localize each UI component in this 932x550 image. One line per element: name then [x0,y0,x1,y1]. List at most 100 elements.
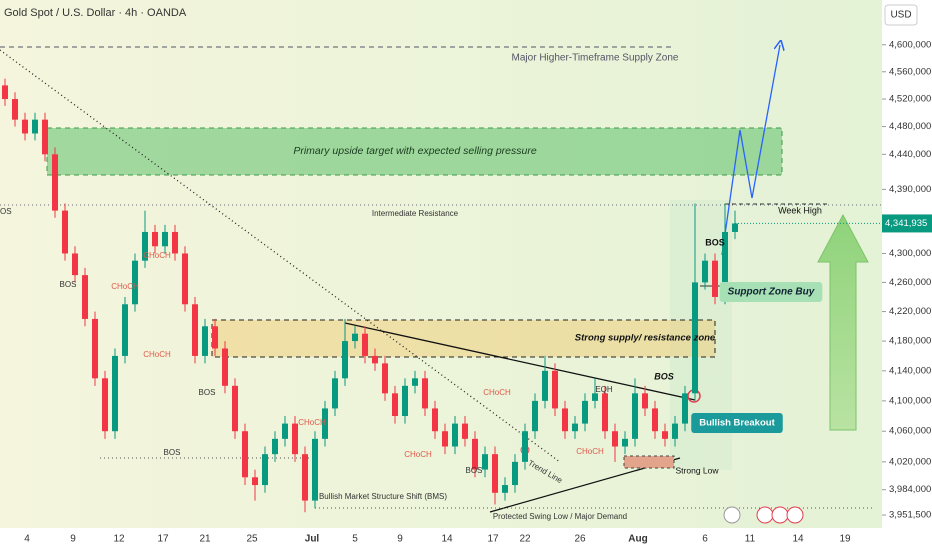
y-tick-label: 4,060,000 [889,426,931,437]
candle-body [592,393,598,401]
last-price-box [882,214,932,233]
x-tick-label: 5 [352,534,358,545]
candle-body [222,348,228,386]
candle-body [682,393,688,424]
annotation: Primary upside target with expected sell… [293,145,537,157]
x-tick-label: 25 [246,534,258,545]
candle-body [92,318,98,379]
label-box [691,413,783,433]
candle-body [182,253,188,305]
candle-body [192,304,198,356]
x-tick-label: Jul [305,534,320,545]
candle-body [52,154,58,211]
annotation: EQH [595,385,613,394]
candle-body [642,393,648,409]
candle-body [202,326,208,356]
event-icon [756,506,774,524]
label-box [719,282,823,302]
candle-body [732,223,738,232]
annotation: Protected Swing Low / Major Demand [493,512,627,521]
candle-body [392,393,398,417]
x-tick-label: 26 [574,534,586,545]
currency[interactable]: USD [890,10,911,21]
candle-body [722,231,728,297]
candle-body [172,231,178,254]
x-tick-label: 19 [839,534,851,545]
candle-body [442,431,448,447]
y-tick-label: 4,560,000 [889,66,931,77]
candle-body [482,454,488,470]
candle-body [252,477,258,486]
candle-body [602,393,608,432]
resistance-trend-line [344,322,696,401]
candle-body [512,461,518,486]
candle-body [312,438,318,501]
x-tick-label: 22 [519,534,531,545]
candle-body [272,438,278,455]
candle-body [562,408,568,432]
x-tick-label: 14 [792,534,804,545]
y-tick-label: 4,600,000 [889,39,931,50]
y-tick-label: 4,440,000 [889,149,931,160]
candle-body [652,408,658,432]
candle-body [692,282,698,394]
candle-body [582,400,588,424]
candle-body [142,231,148,261]
y-tick-label: 3,951,500 [889,510,931,521]
candle-body [212,326,218,349]
candle-body [162,231,168,247]
annotation: Strong supply/ resistance zone [575,333,716,344]
event-icon [723,506,741,524]
y-tick-label: 4,100,000 [889,395,931,406]
candle-body [622,438,628,447]
y-tick-label: 4,140,000 [889,365,931,376]
y-tick-label: 3,984,000 [889,484,931,495]
candle-body [432,408,438,432]
up-arrow [817,213,869,431]
event-icon [771,506,789,524]
candle-body [362,333,368,356]
candle-body [302,454,308,501]
annotation: BOS [164,448,181,457]
x-tick-label: 9 [397,534,403,545]
candle-body [452,423,458,447]
annotation: CHoCH [111,282,139,291]
candle-body [572,423,578,432]
annotation: Week High [778,205,822,215]
plot-background [0,0,882,528]
projection-path [721,45,780,256]
y-tick-label: 4,180,000 [889,336,931,347]
annotation: CHoCH [143,251,171,260]
x-tick-label: 17 [157,534,169,545]
annotation: BOS [705,237,725,247]
x-tick-label: 21 [199,534,211,545]
candle-body [412,378,418,386]
x-tick-label: 17 [487,534,499,545]
y-tick-label: 4,220,000 [889,306,931,317]
candle-body [262,454,268,486]
x-tick-label: 6 [702,534,708,545]
currency-box[interactable] [884,4,918,26]
annotation: Bullish Market Structure Shift (BMS) [319,492,447,501]
candle-body [522,431,528,462]
annotation: CHoCH [576,447,604,456]
candle-body [502,485,508,493]
annotation: BOS [466,466,483,475]
annotation: CHoCH [143,350,171,359]
candle-body [72,253,78,276]
candle-body [532,400,538,432]
candle-body [472,438,478,470]
candle-body [322,408,328,439]
candle-body [152,231,158,247]
candle-body [552,370,558,409]
candle-body [372,355,378,364]
candle-body [232,385,238,432]
y-tick-label: 4,300,000 [889,248,931,259]
candle-body [42,119,48,155]
x-tick-label: 14 [441,534,453,545]
candle-body [422,378,428,409]
candle-body [332,378,338,409]
annotation: CHoCH [404,450,432,459]
candle-body [712,260,718,297]
